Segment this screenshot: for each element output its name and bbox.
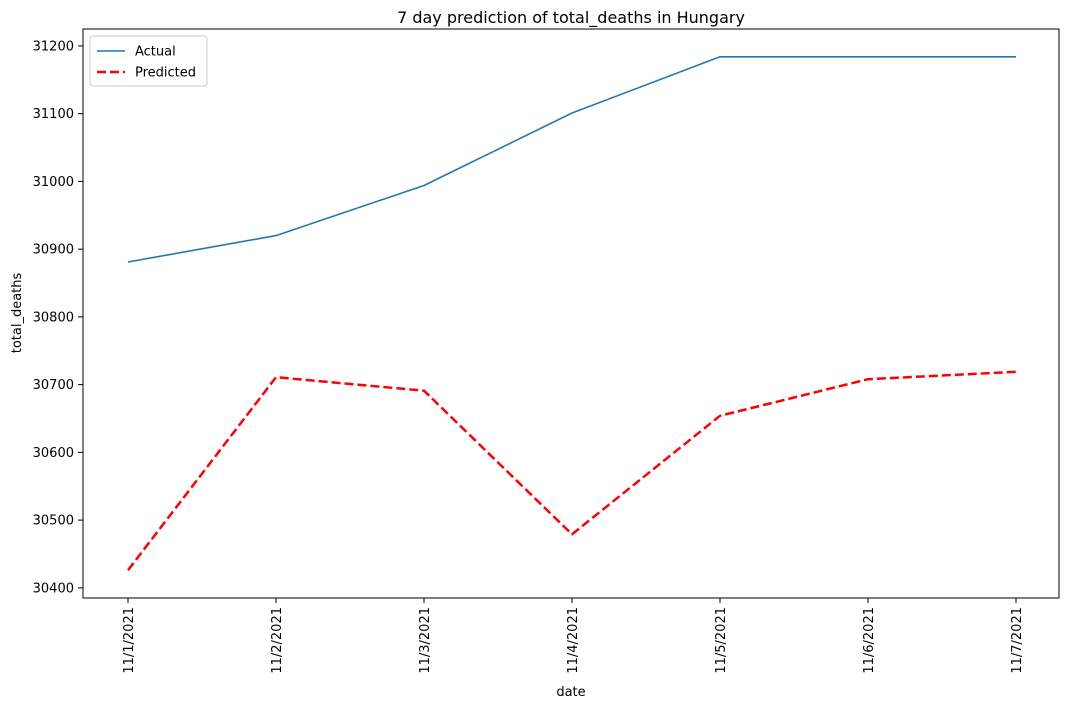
- y-tick-label: 30600: [33, 446, 74, 461]
- y-tick-label: 30500: [33, 514, 74, 529]
- y-tick-label: 30400: [33, 581, 74, 596]
- plot-area-frame: [82, 28, 1060, 599]
- x-tick-label: 11/4/2021: [566, 607, 581, 674]
- legend-label-predicted: Predicted: [135, 66, 196, 81]
- legend-label-actual: Actual: [135, 45, 176, 60]
- x-tick-label: 11/3/2021: [418, 607, 433, 674]
- series-line-predicted: [127, 370, 1017, 571]
- y-tick-label: 31000: [33, 175, 74, 190]
- x-tick-label: 11/1/2021: [122, 607, 137, 674]
- chart-title: 7 day prediction of total_deaths in Hung…: [397, 8, 745, 28]
- y-tick-label: 30700: [33, 378, 74, 393]
- y-tick-label: 31200: [33, 39, 74, 54]
- y-axis-label: total_deaths: [10, 273, 25, 354]
- x-tick-label: 11/2/2021: [270, 607, 285, 674]
- series-line-actual: [127, 55, 1016, 263]
- y-tick-label: 31100: [33, 107, 74, 122]
- legend-box: [89, 35, 208, 87]
- y-tick-label: 30900: [33, 243, 74, 258]
- legend: Actual Predicted: [89, 35, 208, 87]
- x-axis: 11/1/2021 11/2/2021 11/3/2021 11/4/2021 11/5…: [122, 598, 1025, 674]
- y-axis: 30400 30500 30600 30700 30800 30900 31000 31100…: [33, 39, 83, 596]
- series-layer: [127, 55, 1017, 571]
- x-tick-label: 11/7/2021: [1010, 607, 1025, 674]
- x-tick-label: 11/6/2021: [862, 607, 877, 674]
- x-tick-label: 11/5/2021: [714, 607, 729, 674]
- y-tick-label: 30800: [33, 310, 74, 325]
- x-axis-label: date: [556, 685, 585, 700]
